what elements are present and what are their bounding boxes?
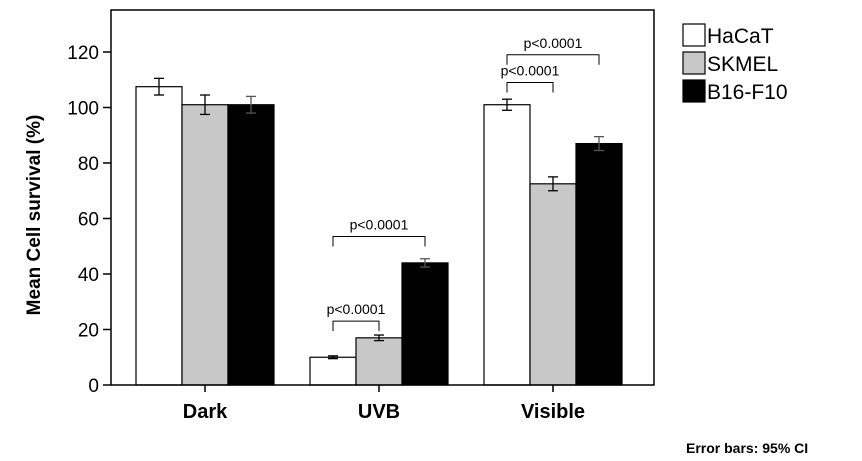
- bar-b16-f10-uvb: [401, 262, 449, 386]
- significance-bracket: p<0.0001: [501, 63, 560, 93]
- y-tick-label: 120: [67, 43, 99, 64]
- bar-b16-f10-dark: [227, 104, 275, 386]
- error-bar: [548, 176, 558, 192]
- error-bars-footnote: Error bars: 95% CI: [686, 440, 808, 456]
- legend-swatch: [682, 51, 706, 75]
- y-tick-label: 80: [78, 154, 99, 175]
- legend-swatch: [682, 23, 706, 47]
- significance-bracket: p<0.0001: [327, 301, 386, 332]
- y-tick-label: 40: [78, 265, 99, 286]
- y-tick-label: 0: [88, 376, 99, 397]
- axes-layer: 0 20 40 60 80 100 120 Dark UVB Visible: [67, 9, 655, 423]
- x-tick-label-dark: Dark: [183, 401, 228, 423]
- legend-item-b16-f10: B16-F10: [682, 79, 788, 104]
- y-tick-label: 20: [78, 321, 99, 342]
- legend-label: HaCaT: [707, 25, 774, 48]
- significance-layer: p<0.0001 p<0.0001 p<0.0001 p<0.0001: [327, 35, 600, 332]
- bar-b16-f10-visible: [575, 142, 623, 386]
- error-bar: [502, 98, 512, 111]
- error-bar: [200, 94, 210, 116]
- bar-skmel-uvb: [355, 337, 403, 386]
- significance-label: p<0.0001: [327, 301, 386, 317]
- legend-item-skmel: SKMEL: [682, 51, 778, 76]
- y-tick-label: 60: [78, 210, 99, 231]
- significance-label: p<0.0001: [524, 35, 583, 51]
- error-bar: [374, 334, 384, 342]
- legend-label: B16-F10: [707, 81, 788, 104]
- legend-item-hacat: HaCaT: [682, 23, 774, 48]
- significance-label: p<0.0001: [350, 217, 409, 233]
- plot-frame: [110, 9, 655, 386]
- bar-skmel-dark: [181, 104, 229, 386]
- error-bar: [594, 135, 604, 152]
- x-tick-label-uvb: UVB: [358, 401, 400, 423]
- y-tick-label: 100: [67, 99, 99, 120]
- legend: HaCaT SKMEL B16-F10: [682, 23, 788, 104]
- significance-bracket: p<0.0001: [506, 35, 600, 65]
- y-axis-label: Mean Cell survival (%): [24, 115, 45, 316]
- error-bar: [328, 355, 338, 360]
- bar-hacat-visible: [483, 104, 531, 386]
- error-bar: [154, 77, 164, 96]
- error-bar: [420, 258, 430, 268]
- legend-swatch: [682, 79, 706, 103]
- significance-label: p<0.0001: [501, 63, 560, 79]
- bar-skmel-visible: [529, 183, 577, 386]
- significance-bracket: p<0.0001: [332, 217, 426, 247]
- legend-label: SKMEL: [707, 53, 778, 76]
- bars-layer: [135, 77, 623, 386]
- bar-hacat-uvb: [309, 356, 357, 386]
- error-bar: [246, 95, 256, 114]
- bar-hacat-dark: [135, 86, 183, 386]
- x-tick-label-visible: Visible: [521, 401, 585, 423]
